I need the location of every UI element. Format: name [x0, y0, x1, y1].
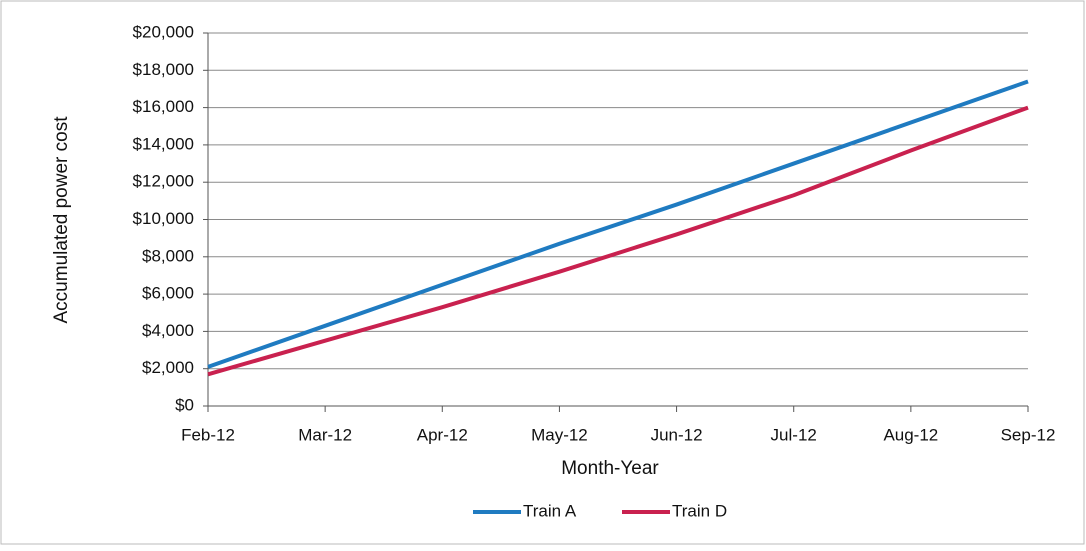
y-tick-label: $0 — [175, 395, 194, 414]
y-tick-label: $20,000 — [133, 22, 194, 41]
x-tick-label: Apr-12 — [417, 425, 468, 444]
x-tick-label: May-12 — [531, 425, 588, 444]
y-tick-label: $18,000 — [133, 60, 194, 79]
y-tick-label: $8,000 — [142, 246, 194, 265]
y-tick-label: $12,000 — [133, 172, 194, 191]
x-axis-label: Month-Year — [561, 458, 659, 479]
series-line — [207, 105, 1029, 377]
y-tick-label: $16,000 — [133, 97, 194, 116]
y-tick-label: $14,000 — [133, 134, 194, 153]
y-tick-label: $10,000 — [133, 209, 194, 228]
series-line — [207, 79, 1029, 369]
y-axis-label: Accumulated power cost — [51, 116, 72, 324]
x-tick-label: Sep-12 — [1001, 425, 1056, 444]
y-tick-label: $6,000 — [142, 284, 194, 303]
legend-label: Train D — [672, 501, 727, 520]
x-tick-label: Aug-12 — [883, 425, 938, 444]
y-tick-label: $4,000 — [142, 321, 194, 340]
x-tick-label: Feb-12 — [181, 425, 235, 444]
x-tick-label: Jul-12 — [771, 425, 817, 444]
x-tick-label: Mar-12 — [298, 425, 352, 444]
y-tick-label: $2,000 — [142, 358, 194, 377]
legend-label: Train A — [523, 501, 577, 520]
x-tick-label: Jun-12 — [651, 425, 703, 444]
